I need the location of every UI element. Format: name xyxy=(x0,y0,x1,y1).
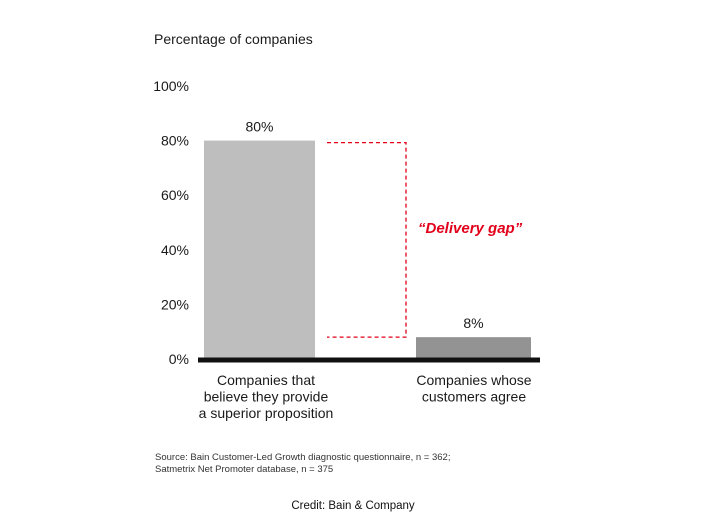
y-tick-label: 80% xyxy=(161,133,189,149)
bar xyxy=(416,337,531,359)
source-note: Source: Bain Customer-Led Growth diagnos… xyxy=(155,452,575,476)
y-axis-title: Percentage of companies xyxy=(154,31,313,47)
y-tick-label: 20% xyxy=(161,296,189,312)
bar-value-label: 80% xyxy=(245,119,273,135)
y-tick-label: 100% xyxy=(153,78,189,94)
delivery-gap-label: “Delivery gap” xyxy=(418,220,523,237)
bar-chart: Percentage of companies 0% 20% 40% 60% 80% 10… xyxy=(153,31,540,421)
source-line-1: Source: Bain Customer-Led Growth diagnos… xyxy=(155,452,451,463)
bar-value-label: 8% xyxy=(463,315,483,331)
y-tick-label: 40% xyxy=(161,242,189,258)
bar xyxy=(204,140,315,359)
credit-text: Credit: Bain & Company xyxy=(291,500,415,512)
y-tick-label: 0% xyxy=(169,351,189,367)
category-label: believe they provide xyxy=(204,389,329,405)
category-label: Companies whose xyxy=(416,372,531,388)
bars: 80% 8% xyxy=(204,119,531,359)
y-axis-ticks: 0% 20% 40% 60% 80% 100% xyxy=(153,78,189,367)
y-tick-label: 60% xyxy=(161,187,189,203)
delivery-gap-bracket xyxy=(327,141,407,338)
delivery-gap-annotation: “Delivery gap” xyxy=(327,141,523,338)
source-line-2: Satmetrix Net Promoter database, n = 375 xyxy=(155,464,334,475)
category-label: a superior proposition xyxy=(199,405,334,421)
category-label: Companies that xyxy=(217,372,315,388)
category-label: customers agree xyxy=(422,389,526,405)
